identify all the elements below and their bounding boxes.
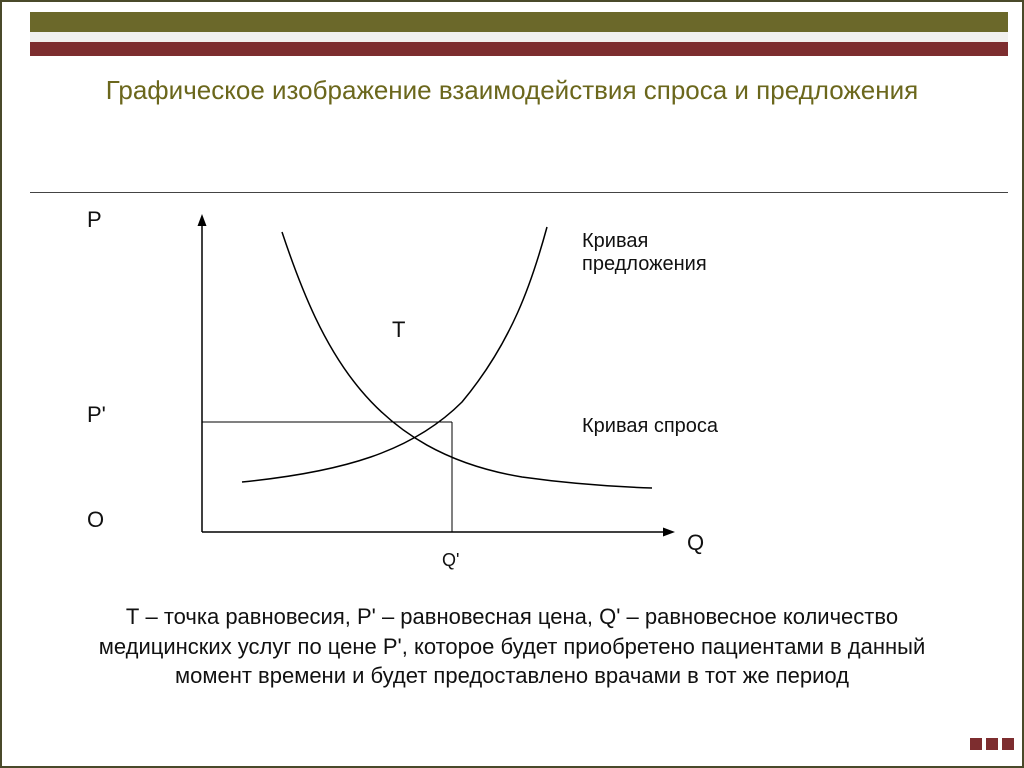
decor-band-light [30,32,1008,42]
y-axis-label: P [87,207,102,233]
slide-caption: Т – точка равновесия, Р' – равновесная ц… [72,602,952,691]
q-prime-label: Q' [442,550,459,571]
supply-demand-chart: P Q О Р' Q' Т Кривая предложения Кривая … [92,202,732,582]
horizontal-rule [30,192,1008,193]
demand-curve-label: Кривая спроса [582,415,718,438]
decor-band-maroon [30,42,1008,56]
equilibrium-t-label: Т [392,317,405,343]
decor-square-icon [970,738,982,750]
decor-band-olive [30,12,1008,32]
supply-curve-label: Кривая предложения [582,230,732,276]
origin-label: О [87,507,104,533]
slide-title: Графическое изображение взаимодействия с… [62,74,962,108]
decor-square-icon [986,738,998,750]
x-axis-label: Q [687,530,704,556]
decor-square-icon [1002,738,1014,750]
slide-frame: Графическое изображение взаимодействия с… [0,0,1024,768]
p-prime-label: Р' [87,402,106,428]
